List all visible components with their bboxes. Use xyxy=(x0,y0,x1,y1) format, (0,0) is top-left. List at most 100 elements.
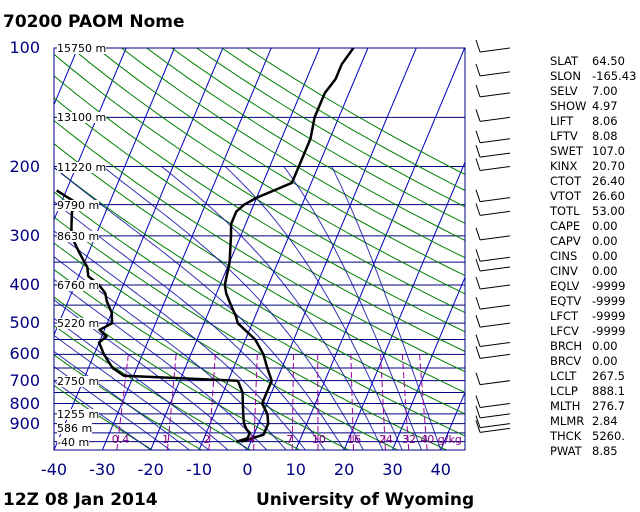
wind-barb xyxy=(479,413,511,419)
mixing-ratio-line xyxy=(380,354,386,450)
pressure-tick-label: 800 xyxy=(9,393,40,413)
index-key: SHOW xyxy=(550,99,587,113)
index-row: SLON -165.43 xyxy=(550,69,636,84)
mixing-ratio-line xyxy=(291,354,295,450)
index-key: SLON xyxy=(550,69,581,83)
index-key: BRCH xyxy=(550,339,582,353)
index-value: 267.5 xyxy=(592,369,625,383)
index-value: 0.00 xyxy=(592,339,618,353)
footer-time: 12Z 08 Jan 2014 xyxy=(3,490,158,510)
height-label: 15750 m xyxy=(57,42,107,55)
index-value: 0.00 xyxy=(592,264,618,278)
index-key: CINS xyxy=(550,249,578,263)
moist-adiabat-line xyxy=(54,230,306,450)
wind-barb-flag xyxy=(475,420,481,433)
dry-adiabat-line xyxy=(54,354,202,450)
wind-barb xyxy=(479,284,511,290)
index-value: 888.1 xyxy=(592,384,625,398)
index-row: CINV 0.00 xyxy=(550,264,636,279)
index-row: LCLP 888.1 xyxy=(550,384,636,399)
temperature-tick-label: 30 xyxy=(382,460,403,479)
index-key: MLMR xyxy=(550,414,585,428)
dry-adiabat-line xyxy=(54,53,465,314)
wind-barb xyxy=(479,138,511,144)
indices-table: SLAT 64.50 SLON -165.43 SELV 7.00 SHOW 4.97 LIFT… xyxy=(550,54,636,459)
index-value: -9999 xyxy=(592,324,626,338)
mixing-ratio-label: 40 g/kg xyxy=(420,433,462,446)
height-label: 6760 m xyxy=(57,279,100,292)
wind-barb xyxy=(479,197,511,203)
index-value: 8.06 xyxy=(592,114,618,128)
moist-adiabat-line xyxy=(54,350,190,450)
wind-barb-flag xyxy=(475,189,481,202)
index-key: CAPE xyxy=(550,219,581,233)
mixing-ratio-label: 10 xyxy=(311,433,326,446)
index-row: BRCV 0.00 xyxy=(550,354,636,369)
index-row: CTOT 26.40 xyxy=(550,174,636,189)
moist-adiabat-line xyxy=(54,365,171,450)
wind-barb xyxy=(479,342,511,348)
wind-barb-flag xyxy=(475,39,481,53)
wind-barb xyxy=(479,116,511,122)
mixing-ratio-label: 0.4 xyxy=(111,433,130,446)
wind-barb-flag xyxy=(475,130,481,143)
index-row: LIFT 8.06 xyxy=(550,114,636,129)
moist-adiabat-line xyxy=(54,380,151,450)
dry-adiabat-line xyxy=(54,166,465,415)
moist-adiabat-line xyxy=(54,256,287,450)
index-key: LFTV xyxy=(550,129,578,143)
wind-barb-flag xyxy=(475,314,481,328)
index-key: THCK xyxy=(550,429,582,443)
pressure-tick-label: 900 xyxy=(9,413,40,433)
temperature-tick-label: -30 xyxy=(89,460,116,479)
dry-adiabat-line xyxy=(54,216,447,450)
index-row: SLAT 64.50 xyxy=(550,54,636,69)
dry-adiabat-line xyxy=(121,48,465,259)
moist-adiabat-line xyxy=(54,334,210,450)
pressure-tick-label: 100 xyxy=(9,38,40,57)
isotherm-line xyxy=(150,48,321,450)
index-value: -9999 xyxy=(592,294,626,308)
moist-adiabat-line xyxy=(331,166,442,450)
moist-adiabat-line xyxy=(161,166,384,450)
index-value: 4.97 xyxy=(592,99,618,113)
dry-adiabat-line xyxy=(96,48,465,277)
mixing-ratio-line xyxy=(419,354,428,450)
index-row: LCLT 267.5 xyxy=(550,369,636,384)
isotherm-line xyxy=(0,48,29,450)
wind-barb xyxy=(479,152,511,158)
index-key: KINX xyxy=(550,159,578,173)
isotherm-line xyxy=(54,48,224,450)
wind-barb-flag xyxy=(475,405,481,419)
height-label: 5220 m xyxy=(57,317,100,331)
wind-barb xyxy=(479,353,511,359)
wind-barb-flag xyxy=(475,276,481,290)
index-key: LIFT xyxy=(550,114,574,128)
index-key: CTOT xyxy=(550,174,582,188)
index-key: SLAT xyxy=(550,54,578,68)
dry-adiabat-line xyxy=(54,242,398,450)
height-label: 9790 m xyxy=(57,198,100,212)
index-key: TOTL xyxy=(550,204,580,218)
mixing-ratio-line xyxy=(208,354,216,450)
isotherm-line xyxy=(101,48,272,450)
index-row: EQLV -9999 xyxy=(550,279,636,294)
temperature-line xyxy=(223,48,355,443)
height-label: -40 m xyxy=(57,435,90,449)
wind-barb-flag xyxy=(475,258,481,272)
temperature-tick-label: 10 xyxy=(285,460,306,479)
moist-adiabat-line xyxy=(224,166,403,450)
index-key: BRCV xyxy=(550,354,582,368)
dry-adiabat-line xyxy=(54,384,153,450)
index-key: LCLT xyxy=(550,369,577,383)
index-row: VTOT 26.60 xyxy=(550,189,636,204)
pressure-tick-label: 500 xyxy=(9,313,40,333)
height-label: 13100 m xyxy=(57,111,107,125)
wind-barb xyxy=(479,92,511,98)
index-row: SWET 107.0 xyxy=(550,144,636,159)
index-value: 107.0 xyxy=(592,144,625,158)
wind-barb xyxy=(479,266,511,272)
wind-barb xyxy=(479,47,511,53)
mixing-ratio-label: 24 xyxy=(378,433,393,446)
